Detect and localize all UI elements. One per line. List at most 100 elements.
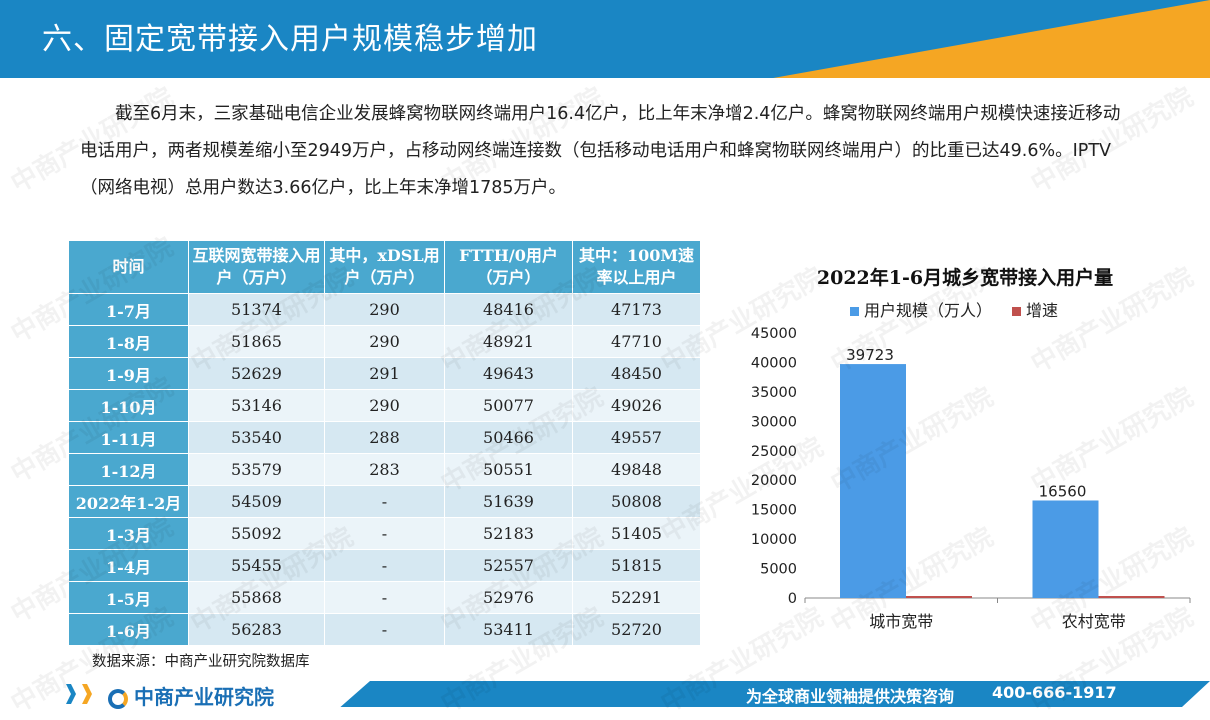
- y-tick-label: 30000: [751, 414, 797, 430]
- data-source-note: 数据来源：中商产业研究院数据库: [92, 654, 310, 670]
- table-cell: 291: [324, 357, 445, 390]
- y-tick-label: 45000: [751, 326, 797, 342]
- data-bar: [1032, 500, 1099, 598]
- table-row-label: 1-4月: [68, 549, 189, 582]
- legend-label: 增速: [1026, 301, 1058, 320]
- table-cell: 290: [324, 325, 445, 358]
- body-paragraph: 截至6月末，三家基础电信企业发展蜂窝物联网终端用户16.4亿户，比上年末净增2.…: [80, 104, 1121, 198]
- table-cell: 55868: [188, 581, 325, 614]
- table-header-row: 时间 互联网宽带接入用户（万户） 其中，xDSL用户（万户） FTTH/0用户（…: [68, 240, 701, 294]
- table-row-label: 1-5月: [68, 581, 189, 614]
- table-cell: 53146: [188, 389, 325, 422]
- chevron-right-icon: [66, 684, 76, 704]
- table-row-label: 1-12月: [68, 453, 189, 486]
- table-cell: 49026: [572, 389, 701, 422]
- table-cell: -: [324, 517, 445, 550]
- logo-icon: [108, 688, 128, 709]
- y-tick-label: 25000: [751, 444, 797, 460]
- table-cell: 52291: [572, 581, 701, 614]
- table-cell: 49557: [572, 421, 701, 454]
- table-header-cell: 互联网宽带接入用户（万户）: [188, 240, 325, 294]
- table-header-cell: 其中：100M速率以上用户: [572, 240, 701, 294]
- table-row: 2022年1-2月 54509-51639 50808: [68, 485, 701, 518]
- table-cell: 51865: [188, 325, 325, 358]
- table-cell: 283: [324, 453, 445, 486]
- table-cell: 48416: [444, 293, 573, 326]
- legend-swatch: [1012, 307, 1021, 316]
- table-cell: 52557: [444, 549, 573, 582]
- table-cell: 54509: [188, 485, 325, 518]
- page-title: 六、固定宽带接入用户规模稳步增加: [42, 22, 538, 57]
- table-cell: -: [324, 485, 445, 518]
- table-cell: 52629: [188, 357, 325, 390]
- table-row-label: 1-10月: [68, 389, 189, 422]
- table-cell: 51815: [572, 549, 701, 582]
- table-cell: 53540: [188, 421, 325, 454]
- table-header-cell: 时间: [68, 240, 189, 294]
- table-cell: 53579: [188, 453, 325, 486]
- table-cell: 55455: [188, 549, 325, 582]
- data-label: 39723: [846, 346, 894, 364]
- table-row: 1-3月 55092-52183 51405: [68, 517, 701, 550]
- table-row: 1-10月 53146 290 50077 49026: [68, 389, 701, 422]
- chevron-right-icon: [82, 684, 92, 704]
- table-cell: 48450: [572, 357, 701, 390]
- y-tick-label: 15000: [751, 503, 797, 519]
- table-cell: 50077: [444, 389, 573, 422]
- data-bar: [1098, 596, 1165, 598]
- data-label: 16560: [1039, 482, 1087, 500]
- table-row-label: 1-8月: [68, 325, 189, 358]
- table-row: 1-7月 51374 290 48416 47173: [68, 293, 701, 326]
- table-row-label: 1-11月: [68, 421, 189, 454]
- table-row-label: 1-7月: [68, 293, 189, 326]
- footer-logo-area: [0, 681, 370, 707]
- footer-slogan: 为全球商业领袖提供决策咨询: [746, 687, 955, 706]
- table-row: 1-8月 51865 290 48921 47710: [68, 325, 701, 358]
- table-header-cell: 其中，xDSL用户（万户）: [324, 240, 445, 294]
- table-row: 1-11月 53540 288 50466 49557: [68, 421, 701, 454]
- table-cell: 53411: [444, 613, 573, 646]
- table-cell: 52183: [444, 517, 573, 550]
- table-cell: -: [324, 613, 445, 646]
- y-tick-label: 0: [788, 591, 797, 607]
- company-logo: 中商产业研究院: [108, 681, 274, 710]
- table-row: 1-4月 55455-52557 51815: [68, 549, 701, 582]
- table-cell: 51405: [572, 517, 701, 550]
- table-row: 1-6月 56283-53411 52720: [68, 613, 701, 646]
- x-tick-label: 农村宽带: [1062, 612, 1126, 631]
- table-row-label: 2022年1-2月: [68, 485, 189, 518]
- table-cell: 52976: [444, 581, 573, 614]
- y-tick-label: 10000: [751, 532, 797, 548]
- table-cell: 50808: [572, 485, 701, 518]
- data-table: 时间 互联网宽带接入用户（万户） 其中，xDSL用户（万户） FTTH/0用户（…: [68, 240, 701, 646]
- table-cell: 49643: [444, 357, 573, 390]
- table-cell: 50551: [444, 453, 573, 486]
- y-tick-label: 40000: [751, 355, 797, 371]
- table-row-label: 1-9月: [68, 357, 189, 390]
- y-tick-label: 20000: [751, 473, 797, 489]
- y-tick-label: 35000: [751, 385, 797, 401]
- table-cell: 290: [324, 293, 445, 326]
- table-row: 1-5月 55868-52976 52291: [68, 581, 701, 614]
- table-cell: 290: [324, 389, 445, 422]
- table-cell: 56283: [188, 613, 325, 646]
- table-cell: 288: [324, 421, 445, 454]
- table-row-label: 1-3月: [68, 517, 189, 550]
- bar-chart: 2022年1-6月城乡宽带接入用户量 用户规模（万人） 增速 0 5000 10000 15…: [735, 258, 1195, 648]
- table-header-cell: FTTH/0用户（万户）: [444, 240, 573, 294]
- table-cell: 47710: [572, 325, 701, 358]
- table-cell: 50466: [444, 421, 573, 454]
- table-cell: 48921: [444, 325, 573, 358]
- table-row-label: 1-6月: [68, 613, 189, 646]
- table-cell: 51374: [188, 293, 325, 326]
- footer-phone: 400-666-1917: [992, 683, 1117, 702]
- table-cell: 49848: [572, 453, 701, 486]
- footer-bottom-strip: [0, 707, 1210, 718]
- table-cell: 51639: [444, 485, 573, 518]
- table-row: 1-9月 52629 291 49643 48450: [68, 357, 701, 390]
- y-tick-label: 5000: [760, 562, 797, 578]
- data-bar: [840, 364, 906, 598]
- legend-swatch: [850, 307, 859, 316]
- table-cell: -: [324, 549, 445, 582]
